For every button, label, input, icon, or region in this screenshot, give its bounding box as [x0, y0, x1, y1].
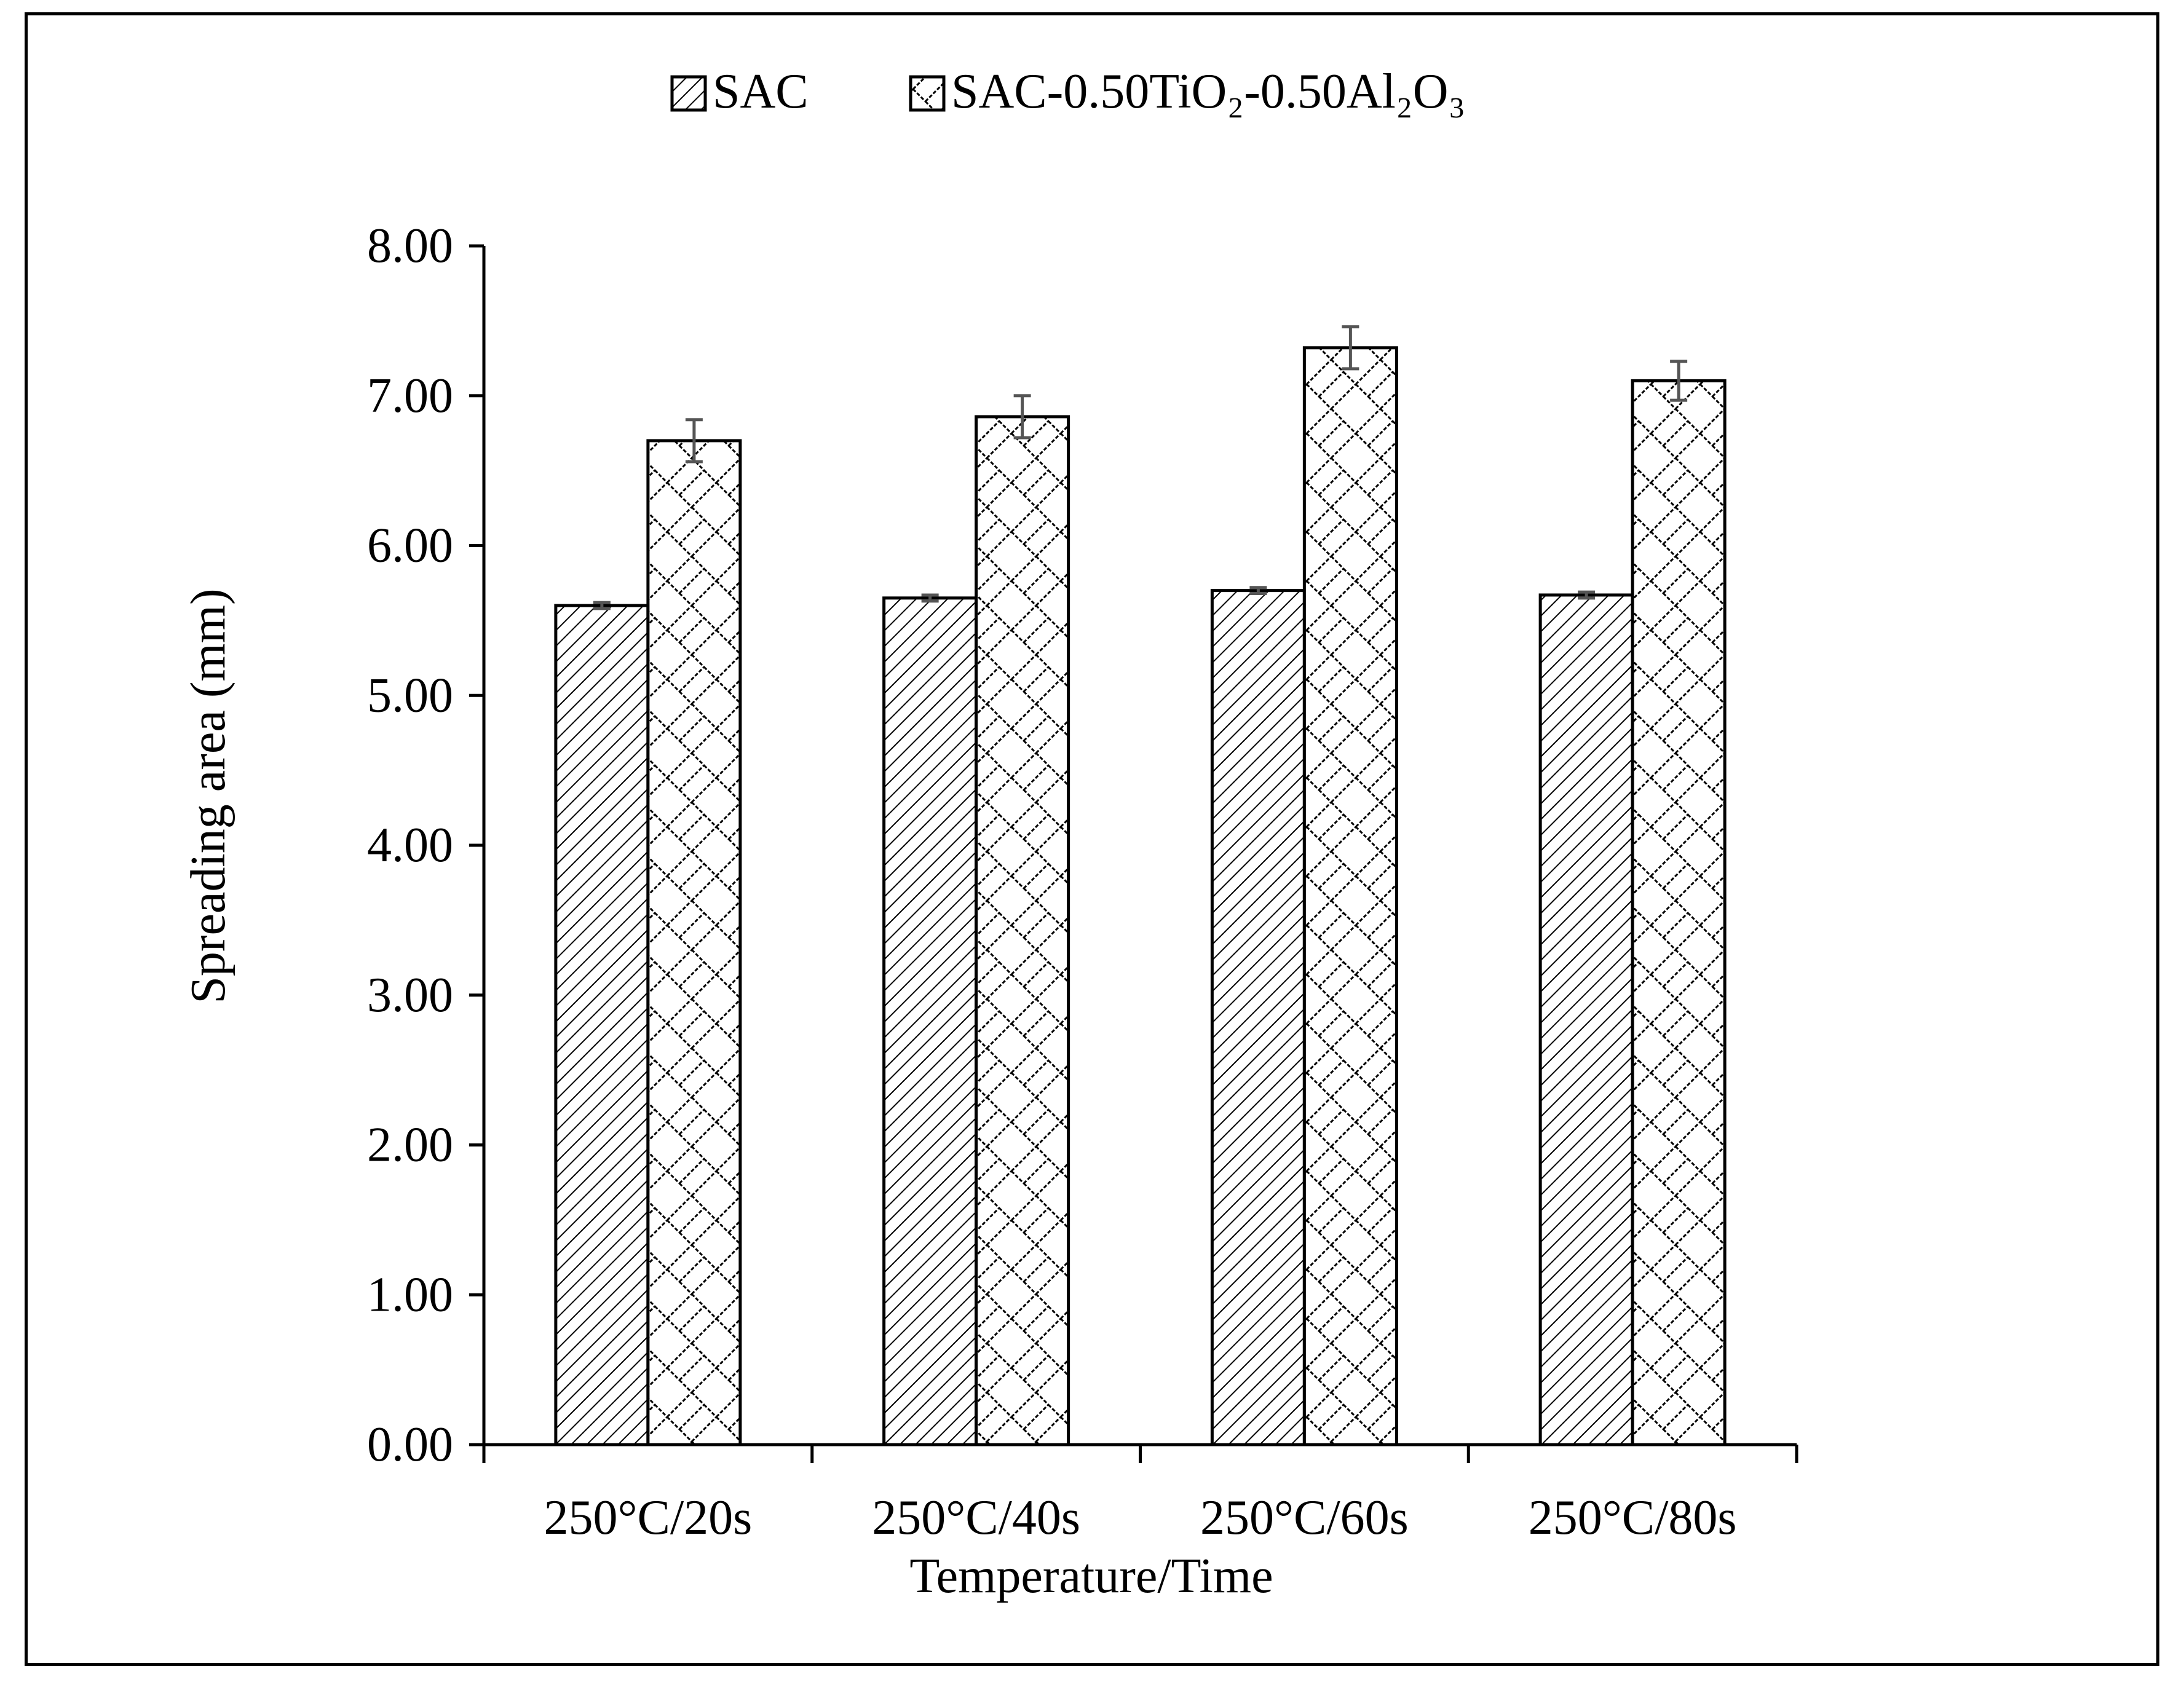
y-tick-label: 7.00 [367, 369, 453, 423]
bar-chart: SAC SAC-0.50TiO₂-0.50Al₂O₃ 0.00 1.00 2.00 3.… [181, 65, 1798, 1603]
y-tick-label: 0.00 [367, 1418, 453, 1472]
error-bar [1249, 586, 1267, 595]
chart-frame: SAC SAC-0.50TiO₂-0.50Al₂O₃ 0.00 1.00 2.00 3.… [25, 12, 2159, 1666]
error-bar [921, 593, 939, 603]
y-tick-label: 8.00 [367, 219, 453, 273]
legend-label: SAC-0.50TiO₂-0.50Al₂O₃ [951, 65, 1465, 119]
bar-sac-tio2-al2o3 [1302, 346, 1398, 1446]
y-tick-label: 4.00 [367, 818, 453, 872]
bar-sac [1210, 589, 1306, 1446]
bar-sac-tio2-al2o3 [646, 439, 742, 1446]
error-bar [1013, 394, 1031, 440]
x-tick-label: 250°C/80s [1529, 1491, 1737, 1545]
y-tick-label: 2.00 [367, 1118, 453, 1172]
x-tick-label: 250°C/60s [1200, 1491, 1409, 1545]
bar-sac-tio2-al2o3 [975, 415, 1070, 1446]
error-bar [685, 418, 703, 464]
x-tick-label: 250°C/20s [544, 1491, 753, 1545]
y-axis: 0.00 1.00 2.00 3.00 4.00 5.00 6.00 7.00 8.00 [367, 219, 486, 1472]
legend-label: SAC [713, 65, 809, 119]
y-tick-label: 6.00 [367, 519, 453, 573]
error-bar [1342, 325, 1359, 371]
y-tick-label: 3.00 [367, 968, 453, 1022]
bar-sac [1538, 593, 1634, 1446]
x-axis: 250°C/20s 250°C/40s 250°C/60s 250°C/80s [482, 1443, 1798, 1545]
y-axis-title: Spreading area (mm) [181, 588, 235, 1003]
y-tick-label: 1.00 [367, 1268, 453, 1322]
error-bar [1578, 590, 1596, 600]
legend-swatch-sac [670, 75, 707, 112]
error-bar [1670, 360, 1688, 402]
bar-sac [882, 596, 978, 1446]
x-axis-title: Temperature/Time [909, 1549, 1273, 1603]
bar-sac-tio2-al2o3 [1631, 379, 1727, 1446]
error-bar [593, 601, 611, 610]
legend: SAC SAC-0.50TiO₂-0.50Al₂O₃ [670, 65, 1465, 119]
bar-sac [554, 604, 650, 1446]
y-tick-label: 5.00 [367, 668, 453, 722]
bars [554, 325, 1727, 1446]
legend-swatch-sac-tio2-al2o3 [909, 75, 946, 112]
x-tick-label: 250°C/40s [872, 1491, 1080, 1545]
